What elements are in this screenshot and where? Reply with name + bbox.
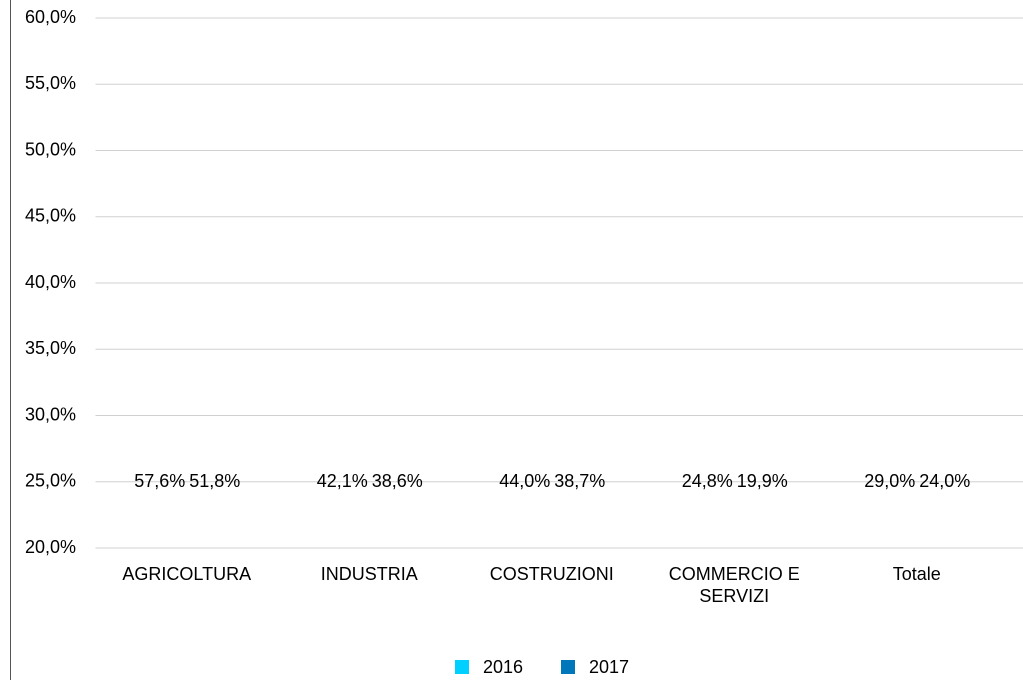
value-label: 29,0% (864, 471, 915, 491)
y-tick-label: 30,0% (25, 404, 76, 424)
value-label: 19,9% (737, 471, 788, 491)
y-tick-label: 50,0% (25, 139, 76, 159)
y-tick-label: 55,0% (25, 73, 76, 93)
value-label: 44,0% (499, 471, 550, 491)
value-label: 24,8% (682, 471, 733, 491)
value-label: 42,1% (317, 471, 368, 491)
legend-label: 2017 (589, 657, 629, 677)
y-tick-label: 60,0% (25, 7, 76, 27)
x-tick-label: COSTRUZIONI (490, 564, 614, 584)
legend-swatch (561, 660, 575, 674)
x-tick-label: AGRICOLTURA (122, 564, 251, 584)
y-tick-label: 25,0% (25, 471, 76, 491)
legend-label: 2016 (483, 657, 523, 677)
value-label: 24,0% (919, 471, 970, 491)
x-tick-label: INDUSTRIA (321, 564, 418, 584)
y-tick-label: 40,0% (25, 272, 76, 292)
value-label: 51,8% (189, 471, 240, 491)
legend-swatch (455, 660, 469, 674)
x-tick-label: Totale (893, 564, 941, 584)
y-tick-label: 35,0% (25, 338, 76, 358)
value-label: 38,7% (554, 471, 605, 491)
value-label: 57,6% (134, 471, 185, 491)
x-tick-label: COMMERCIO E SERVIZI (669, 564, 800, 606)
y-tick-label: 20,0% (25, 537, 76, 557)
value-label: 38,6% (372, 471, 423, 491)
y-tick-label: 45,0% (25, 206, 76, 226)
